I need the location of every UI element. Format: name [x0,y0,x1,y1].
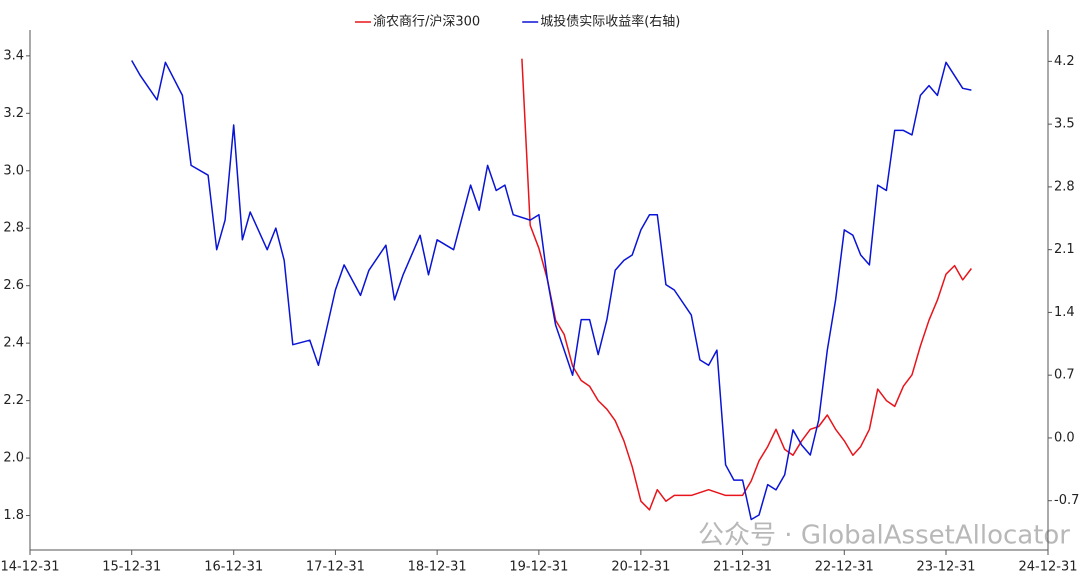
y-tick-label: 3.0 [3,163,24,178]
y-tick-label: 3.4 [3,48,24,63]
x-tick-label: 16-12-31 [204,560,263,575]
y-tick-label: 2.4 [3,336,24,351]
y2-tick-label: 3.5 [1054,117,1075,132]
y-tick-label: 2.0 [3,451,24,466]
y2-tick-label: 2.8 [1054,179,1075,194]
legend-label: 渝农商行/沪深300 [373,14,480,30]
series-line [521,58,972,511]
x-tick-label: 23-12-31 [916,560,975,575]
y2-tick-label: -0.7 [1054,493,1079,508]
x-tick-label: 17-12-31 [306,560,365,575]
y2-tick-label: 0.0 [1054,430,1075,445]
y2-tick-label: 0.7 [1054,368,1075,383]
y-tick-label: 2.8 [3,221,24,236]
watermark: 公众号 · GlobalAssetAllocator [698,521,1070,551]
x-tick-label: 15-12-31 [102,560,161,575]
series-line [131,60,972,521]
x-tick-label: 18-12-31 [408,560,467,575]
y-tick-label: 2.6 [3,278,24,293]
y-tick-label: 1.8 [3,508,24,523]
x-tick-label: 20-12-31 [611,560,670,575]
y-tick-label: 2.2 [3,393,24,408]
x-tick-label: 21-12-31 [713,560,772,575]
x-tick-label: 19-12-31 [509,560,568,575]
x-tick-label: 24-12-31 [1018,560,1077,575]
y-tick-label: 3.2 [3,106,24,121]
y2-tick-label: 1.4 [1054,305,1075,320]
y2-tick-label: 4.2 [1054,54,1075,69]
y2-tick-label: 2.1 [1054,242,1075,257]
x-tick-label: 14-12-31 [0,560,59,575]
legend-label: 城投债实际收益率(右轴) [540,14,680,30]
x-tick-label: 22-12-31 [815,560,874,575]
